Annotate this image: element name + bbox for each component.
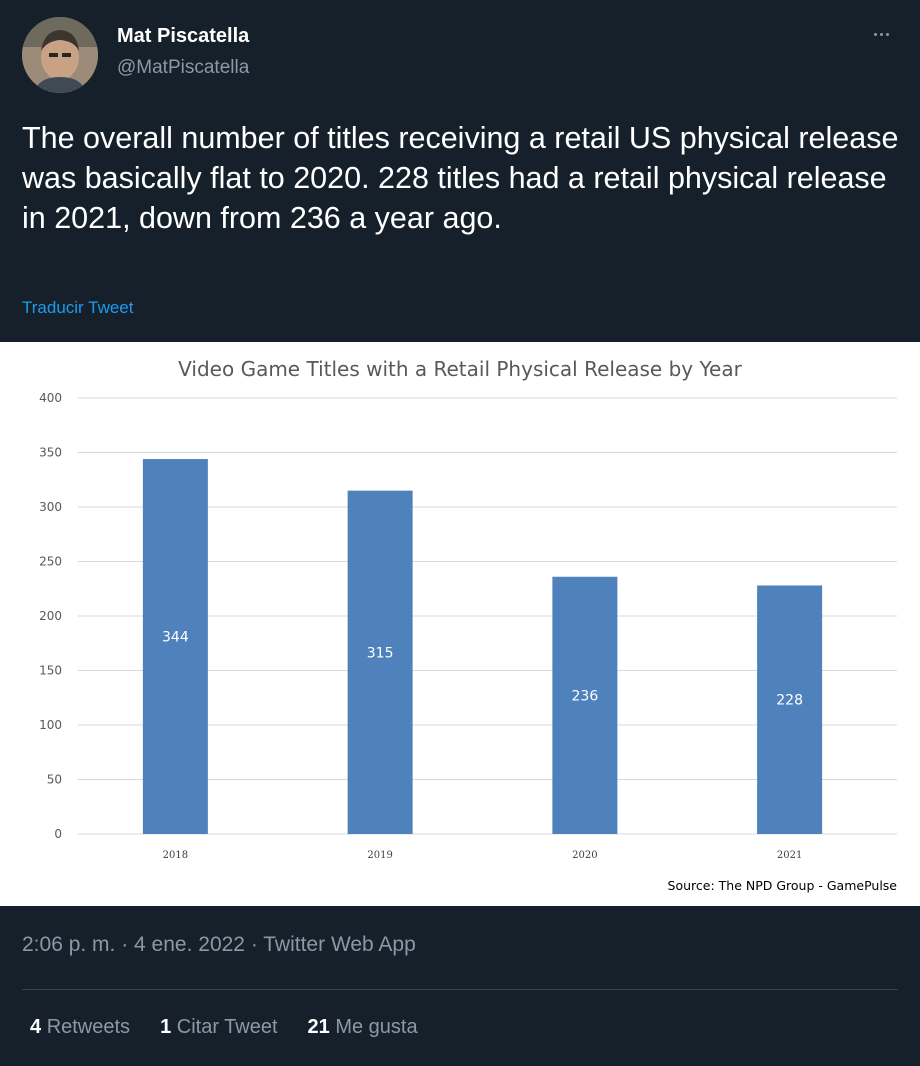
chart-y-axis: 0 50 100 150 200 250 300 350 400	[39, 391, 62, 841]
likes-stat[interactable]: 21 Me gusta	[308, 1016, 418, 1039]
x-tick-label: 2021	[777, 850, 802, 861]
likes-count: 21	[307, 1016, 330, 1038]
bar	[142, 459, 208, 834]
data-label: 236	[572, 688, 599, 704]
translate-tweet-link[interactable]: Traducir Tweet	[22, 298, 134, 317]
retweets-count: 4	[30, 1016, 42, 1038]
x-tick-label: 2019	[367, 850, 392, 861]
chart-bars: 344 315 236 228	[142, 459, 823, 834]
more-horizontal-icon[interactable]	[866, 22, 896, 46]
y-tick-label: 200	[39, 609, 62, 623]
bar	[552, 576, 618, 834]
tweet-timestamp[interactable]: 2:06 p. m. · 4 ene. 2022 · Twitter Web A…	[22, 933, 416, 956]
x-tick-label: 2020	[572, 850, 597, 861]
bar	[757, 585, 823, 834]
y-tick-label: 300	[39, 500, 62, 514]
data-label: 315	[367, 645, 394, 661]
likes-label: Me gusta	[335, 1016, 418, 1038]
y-tick-label: 100	[39, 718, 62, 732]
chart-image[interactable]: Video Game Titles with a Retail Physical…	[0, 342, 920, 906]
tweet-text: The overall number of titles receiving a…	[22, 121, 899, 235]
y-tick-label: 150	[39, 664, 62, 678]
bar-chart: Video Game Titles with a Retail Physical…	[39, 357, 898, 893]
data-label: 228	[776, 693, 803, 709]
avatar[interactable]	[22, 17, 98, 93]
y-tick-label: 400	[39, 391, 62, 405]
chart-source: Source: The NPD Group - GamePulse	[668, 878, 898, 893]
chart-title: Video Game Titles with a Retail Physical…	[178, 357, 742, 381]
quotes-label: Citar Tweet	[176, 1016, 278, 1038]
avatar-image	[22, 17, 98, 93]
y-tick-label: 50	[47, 773, 62, 787]
retweets-stat[interactable]: 4 Retweets	[30, 1016, 130, 1039]
handle[interactable]: @MatPiscatella	[117, 57, 250, 78]
data-label: 344	[162, 630, 189, 646]
y-tick-label: 350	[39, 446, 62, 460]
retweets-label: Retweets	[46, 1016, 131, 1038]
engagement-stats: 4 Retweets 1 Citar Tweet 21 Me gusta	[30, 1016, 418, 1039]
x-tick-label: 2018	[163, 850, 188, 861]
quotes-stat[interactable]: 1 Citar Tweet	[160, 1016, 277, 1039]
divider	[22, 989, 898, 990]
bar	[347, 490, 413, 834]
chart-x-axis: 2018 2019 2020 2021	[163, 850, 803, 861]
display-name[interactable]: Mat Piscatella	[117, 25, 250, 47]
y-tick-label: 0	[54, 827, 62, 841]
quotes-count: 1	[160, 1016, 172, 1038]
y-tick-label: 250	[39, 555, 62, 569]
